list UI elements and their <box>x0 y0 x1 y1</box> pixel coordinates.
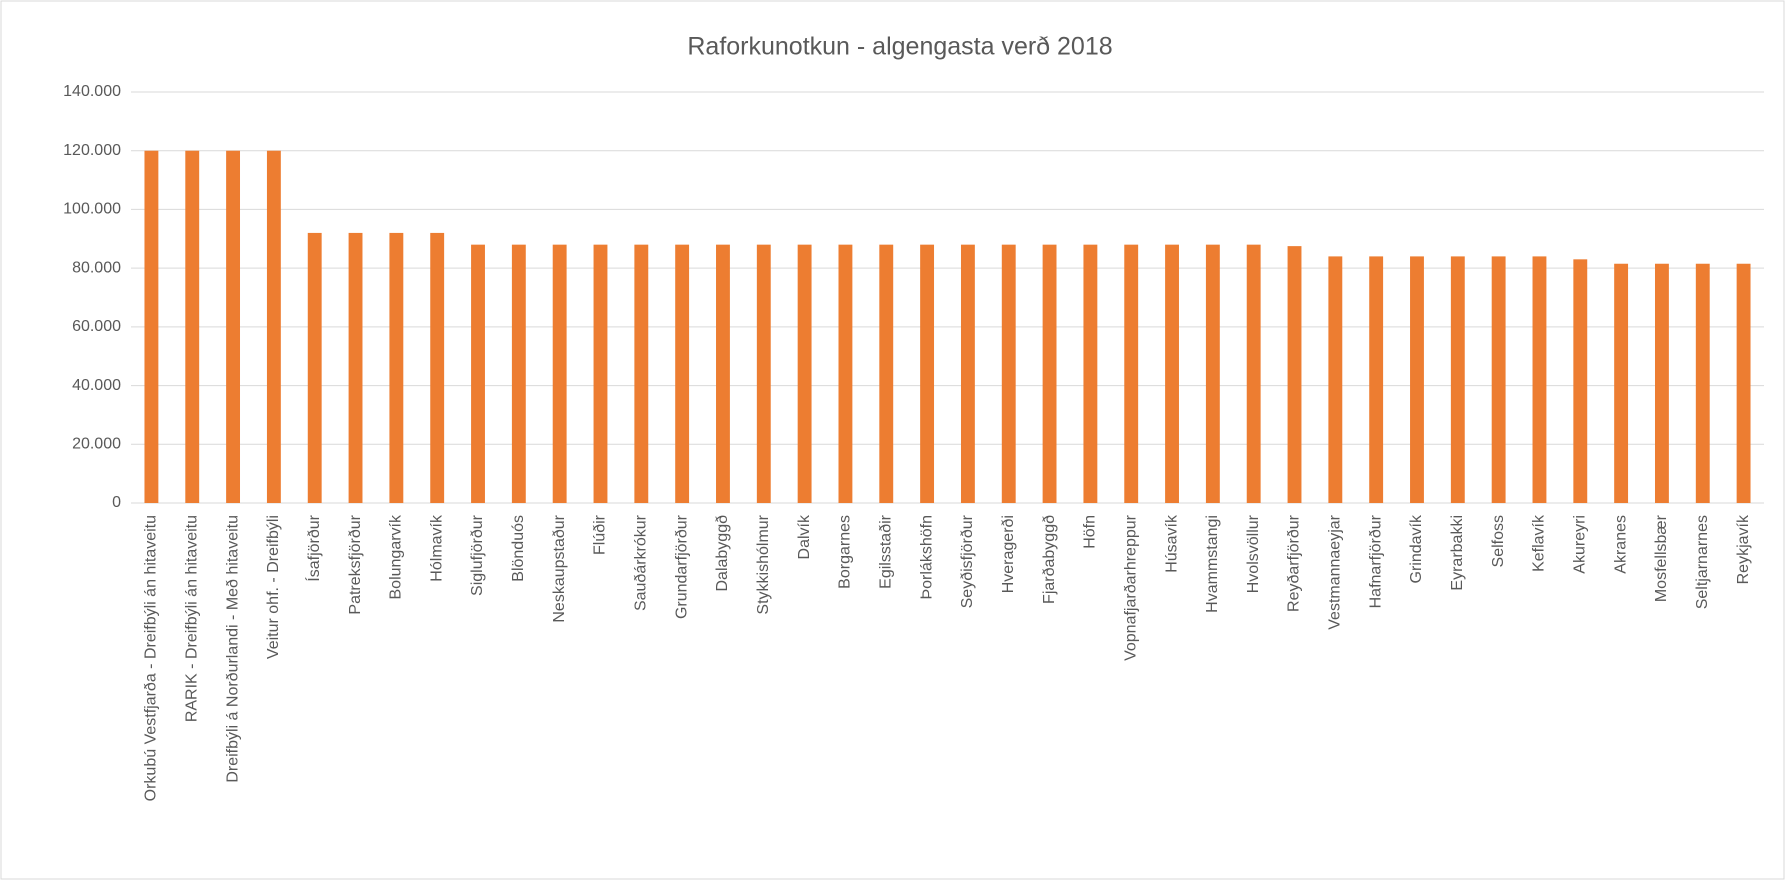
bar <box>1124 244 1139 503</box>
y-tick-label: 20.000 <box>72 436 121 453</box>
x-tick-label: RARIK - Dreifbýli án hitaveitu <box>183 515 200 722</box>
bar <box>1450 256 1465 503</box>
x-tick-label: Stykkishólmur <box>755 514 772 614</box>
bar <box>348 232 363 503</box>
x-tick-label: Hafnarfjörður <box>1367 514 1384 608</box>
bar <box>797 244 812 503</box>
bar <box>838 244 853 503</box>
bar <box>1695 263 1710 503</box>
bar <box>307 232 322 503</box>
y-tick-label: 60.000 <box>72 318 121 335</box>
bar <box>185 150 200 503</box>
x-tick-label: Patreksfjörður <box>347 514 364 614</box>
bar <box>1614 263 1629 503</box>
bar <box>1042 244 1057 503</box>
x-tick-label: Dalabyggð <box>714 515 731 592</box>
bar <box>1532 256 1547 503</box>
bar <box>552 244 567 503</box>
x-tick-label: Siglufjörður <box>469 514 486 596</box>
x-tick-label: Höfn <box>1082 515 1099 549</box>
x-tick-label: Mosfellsbær <box>1653 514 1670 602</box>
bar <box>1654 263 1669 503</box>
x-tick-label: Fjarðabyggð <box>1041 515 1058 604</box>
bar <box>1410 256 1424 503</box>
x-tick-label: Akureyri <box>1572 515 1589 574</box>
bar <box>1083 244 1098 503</box>
bar <box>1001 244 1016 503</box>
x-tick-label: Selfoss <box>1490 515 1507 567</box>
bar <box>716 244 730 503</box>
x-tick-label: Orkubú Vestfjarða - Dreifbýli án hitavei… <box>143 515 160 801</box>
x-tick-label: Grindavík <box>1408 514 1425 583</box>
y-tick-label: 80.000 <box>72 259 121 276</box>
x-tick-label: Neskaupstaður <box>551 514 568 622</box>
x-tick-label: Ísafjörður <box>304 514 323 581</box>
bar <box>920 244 935 503</box>
x-tick-label: Hvolsvöllur <box>1245 514 1262 593</box>
bar <box>1491 256 1506 503</box>
bar <box>1369 256 1384 503</box>
bar <box>593 244 608 503</box>
bar <box>756 244 771 503</box>
x-tick-label: Egilsstaðir <box>877 514 894 588</box>
x-tick-label: Hveragerði <box>1000 515 1017 593</box>
bar <box>1165 244 1179 503</box>
x-tick-label: Blönduós <box>510 515 527 582</box>
x-tick-label: Hólmavík <box>428 514 445 582</box>
bar <box>511 244 526 503</box>
bar <box>634 244 649 503</box>
x-tick-label: Dreifbýli á Norðurlandi - Með hitaveitu <box>224 515 241 783</box>
x-tick-label: Vopnafjarðarhreppur <box>1122 514 1139 661</box>
bar <box>1205 244 1220 503</box>
bar <box>226 150 241 503</box>
bar <box>1328 256 1343 503</box>
x-tick-label: Grundarfjörður <box>673 514 690 619</box>
x-tick-label: Dalvík <box>796 514 813 559</box>
x-tick-label: Reykjavík <box>1735 514 1752 584</box>
x-tick-label: Bolungarvík <box>388 514 405 599</box>
y-tick-label: 100.000 <box>63 201 121 218</box>
bar <box>960 244 975 503</box>
x-tick-label: Veitur ohf. - Dreifbýli <box>265 515 282 659</box>
x-tick-label: Eyrarbakki <box>1449 515 1466 591</box>
x-tick-label: Húsavík <box>1163 514 1180 573</box>
x-tick-label: Þorlákshöfn <box>918 515 935 600</box>
x-tick-label: Seltjarnarnes <box>1694 515 1711 609</box>
bar <box>1573 259 1588 503</box>
x-tick-label: Borgarnes <box>837 515 854 589</box>
y-tick-label: 40.000 <box>72 377 121 394</box>
bar <box>389 232 404 503</box>
bar <box>144 150 159 503</box>
x-tick-label: Keflavík <box>1531 514 1548 572</box>
bar <box>430 232 445 503</box>
bar <box>266 150 281 503</box>
x-tick-label: Sauðárkrókur <box>633 514 650 611</box>
x-tick-label: Seyðisfjörður <box>959 514 976 608</box>
x-tick-label: Reyðarfjörður <box>1286 514 1303 612</box>
x-tick-label: Vestmannaeyjar <box>1327 514 1344 629</box>
x-tick-label: Flúðir <box>592 514 609 555</box>
x-tick-label: Akranes <box>1612 515 1629 574</box>
bar <box>675 244 690 503</box>
y-tick-label: 0 <box>112 494 121 511</box>
bar <box>1736 263 1751 503</box>
bar <box>1246 244 1261 503</box>
x-tick-label: Hvammstangi <box>1204 515 1221 613</box>
bar <box>1287 246 1302 503</box>
chart-title: Raforkunotkun - algengasta verð 2018 <box>687 33 1112 61</box>
y-tick-label: 120.000 <box>63 142 121 159</box>
bar <box>471 244 485 503</box>
bar <box>879 244 894 503</box>
y-tick-label: 140.000 <box>63 83 121 100</box>
